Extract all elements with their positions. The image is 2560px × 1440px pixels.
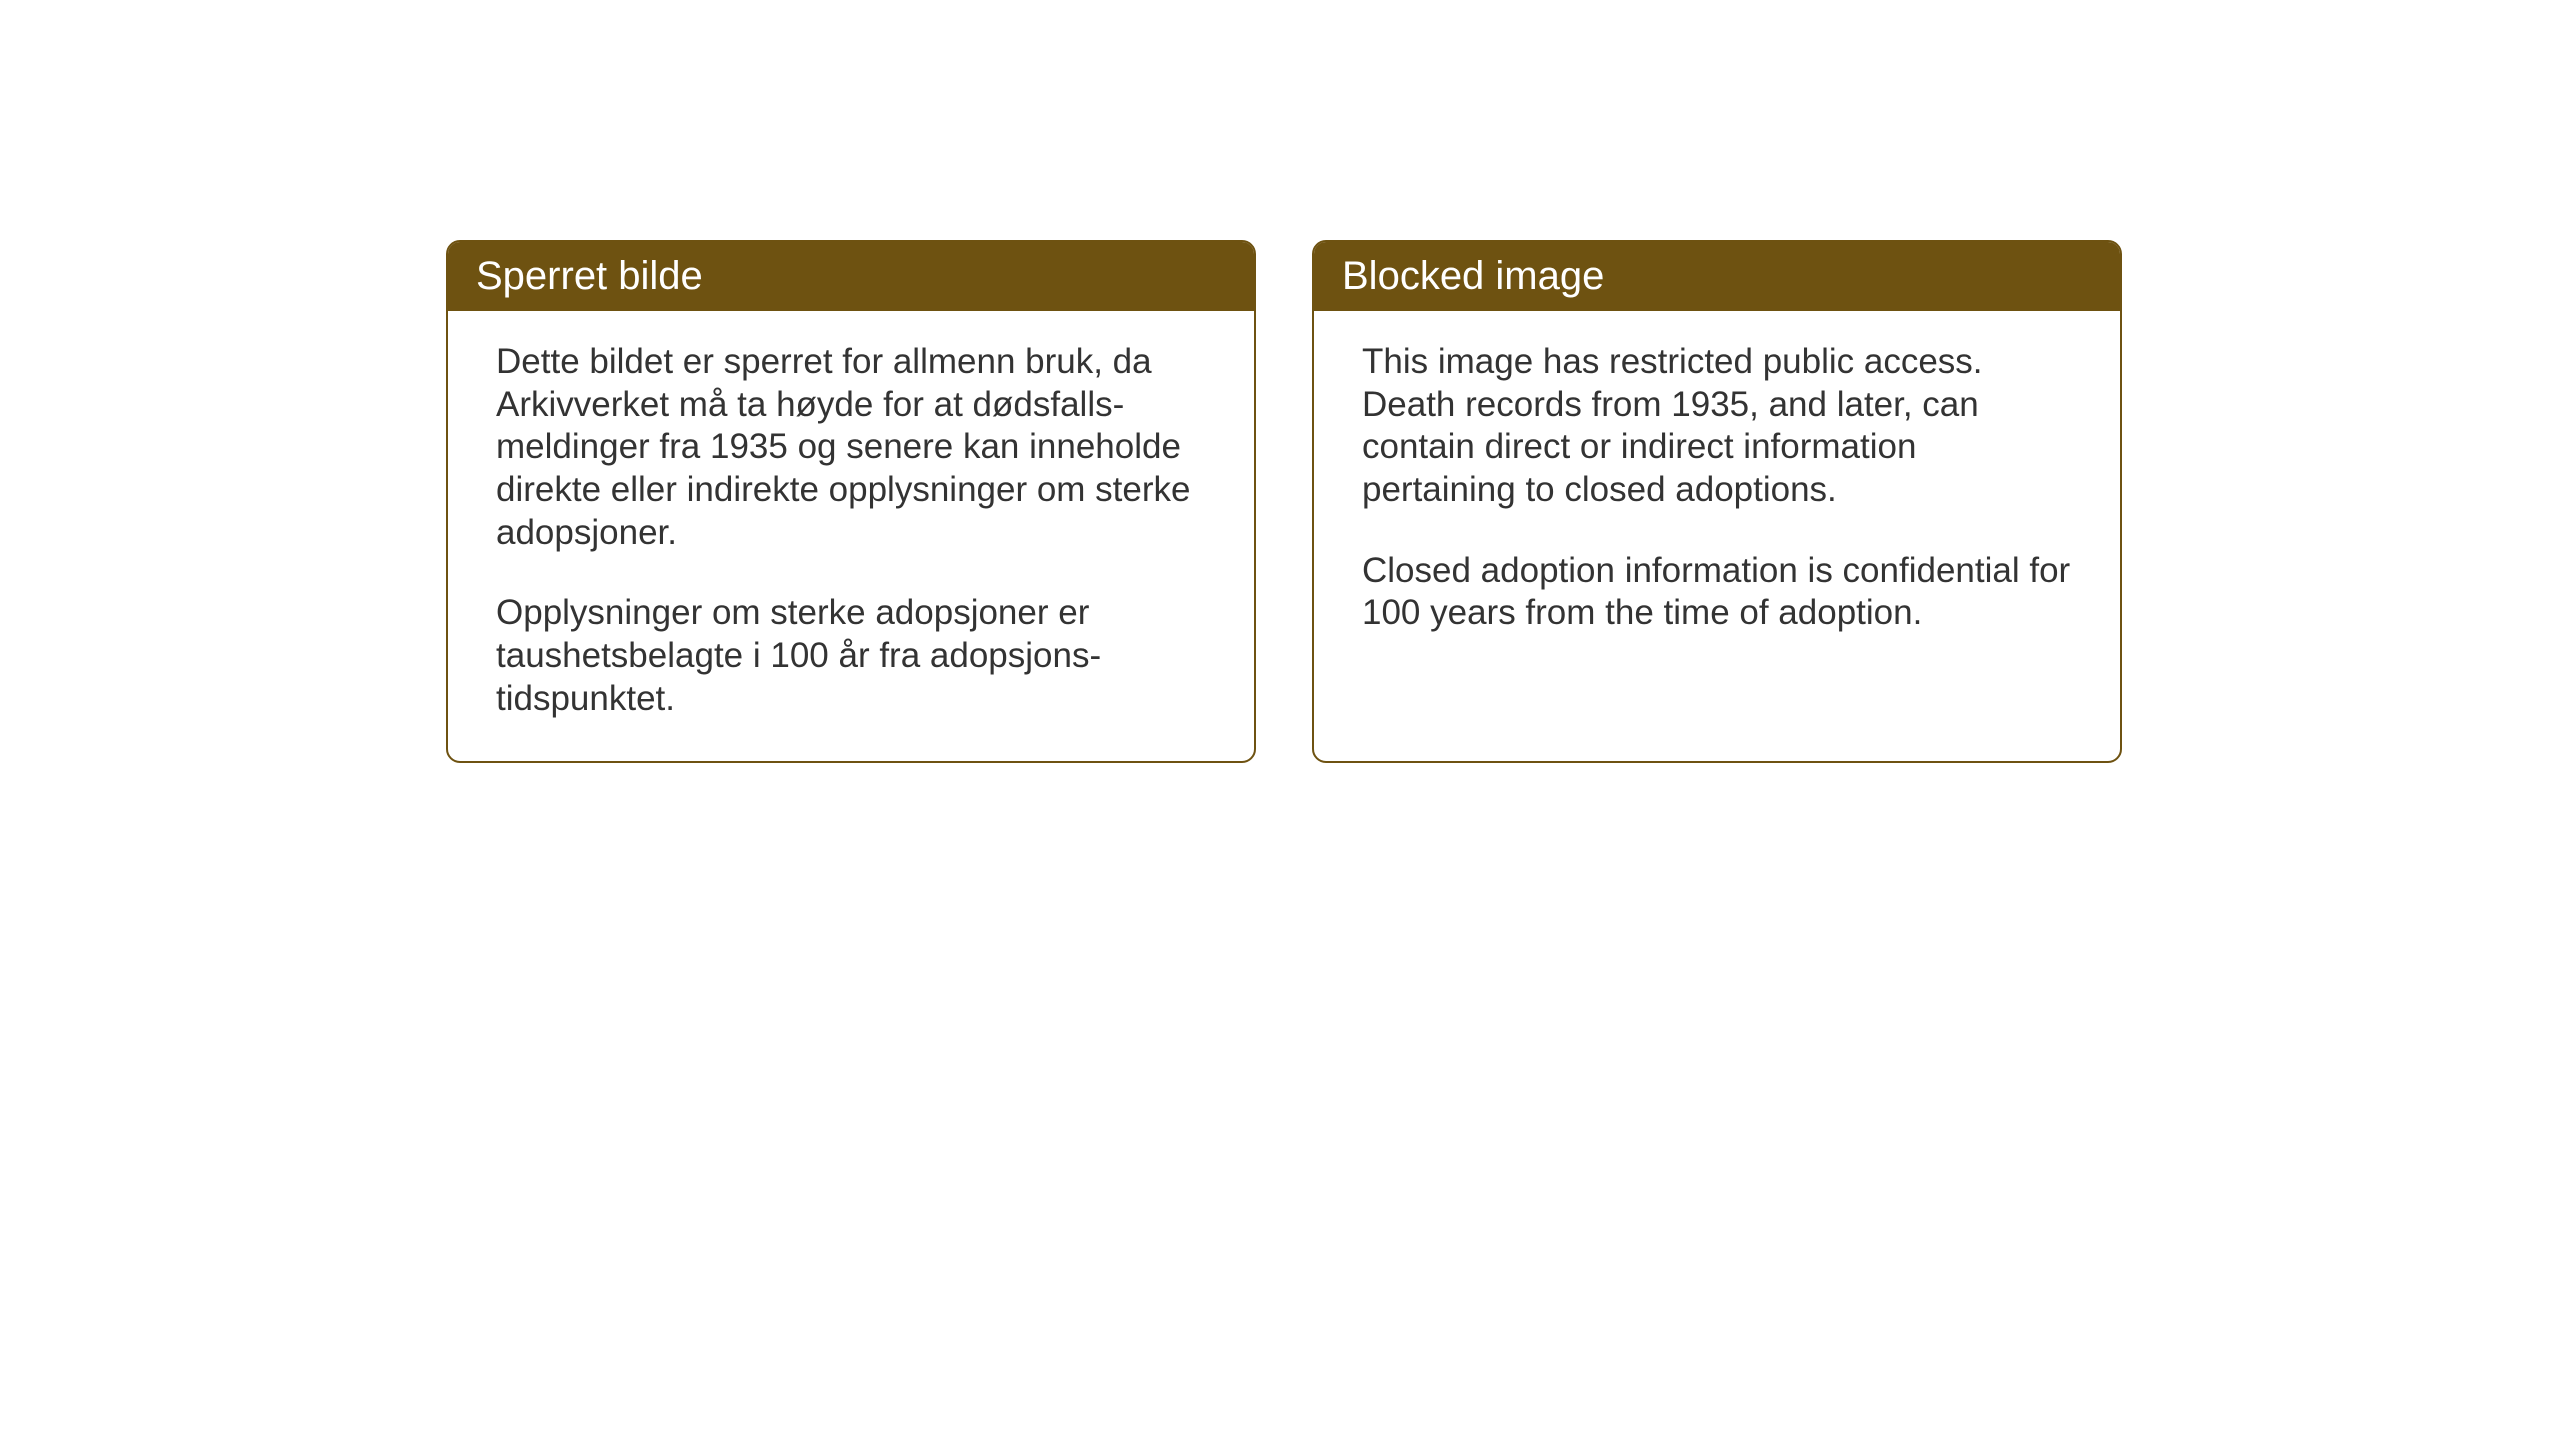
card-english-header: Blocked image <box>1314 242 2120 311</box>
card-norwegian-header: Sperret bilde <box>448 242 1254 311</box>
card-norwegian-paragraph-2: Opplysninger om sterke adopsjoner er tau… <box>496 592 1206 720</box>
card-norwegian: Sperret bilde Dette bildet er sperret fo… <box>446 240 1256 763</box>
card-norwegian-paragraph-1: Dette bildet er sperret for allmenn bruk… <box>496 341 1206 554</box>
card-english-paragraph-2: Closed adoption information is confident… <box>1362 550 2072 635</box>
card-norwegian-title: Sperret bilde <box>476 254 703 298</box>
cards-container: Sperret bilde Dette bildet er sperret fo… <box>446 240 2122 763</box>
card-english-body: This image has restricted public access.… <box>1314 311 2120 675</box>
card-english-paragraph-1: This image has restricted public access.… <box>1362 341 2072 512</box>
card-english-title: Blocked image <box>1342 254 1604 298</box>
card-english: Blocked image This image has restricted … <box>1312 240 2122 763</box>
card-norwegian-body: Dette bildet er sperret for allmenn bruk… <box>448 311 1254 761</box>
